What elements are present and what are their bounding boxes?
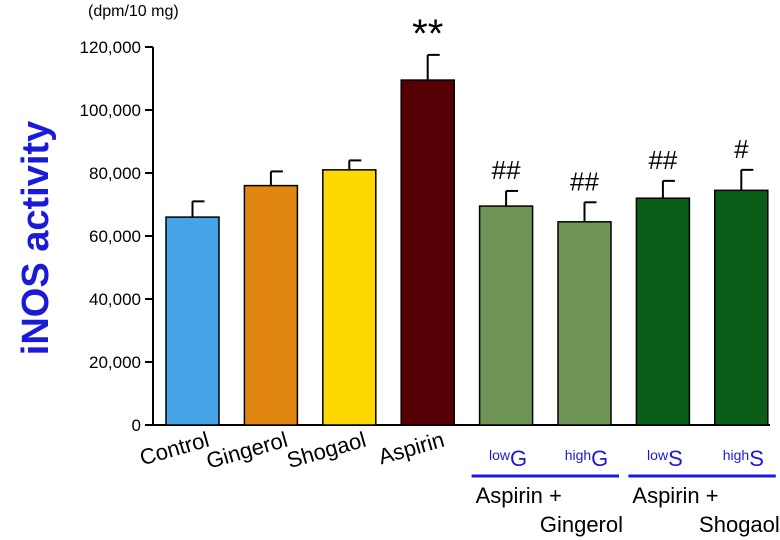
group-label-line1: Aspirin + xyxy=(476,483,562,508)
y-tick-label: 80,000 xyxy=(89,164,141,183)
bar xyxy=(557,221,612,426)
x-sub-label: lowS xyxy=(647,446,683,471)
bar xyxy=(243,184,299,426)
y-tick-label: 120,000 xyxy=(80,38,141,57)
x-sub-label: lowG xyxy=(489,446,527,471)
significance-marker: ## xyxy=(570,166,599,196)
significance-marker: ## xyxy=(648,145,677,175)
y-axis-title: iNOS activity xyxy=(15,121,57,355)
bar xyxy=(165,216,220,426)
x-tick-label: Control xyxy=(137,427,212,471)
x-sub-label: highG xyxy=(565,446,609,471)
bar xyxy=(478,205,534,426)
bar xyxy=(400,79,455,426)
bar xyxy=(322,169,377,426)
x-sub-label: highS xyxy=(723,446,764,471)
group-label-line1: Aspirin + xyxy=(632,483,718,508)
x-tick-label: Gingerol xyxy=(203,427,290,474)
bar xyxy=(714,189,769,426)
axes: 0 20,000 40,000 60,000 80,000 100,000 120,000 xyxy=(80,38,770,435)
y-tick-label: 40,000 xyxy=(89,290,141,309)
y-tick-label: 60,000 xyxy=(89,227,141,246)
x-tick-label: Shogaol xyxy=(284,427,369,473)
group-label-line2: Shogaol xyxy=(699,512,780,537)
bars: **## #### # xyxy=(165,12,769,426)
bar xyxy=(635,197,691,426)
x-tick-label: Aspirin xyxy=(376,427,448,470)
y-tick-label: 20,000 xyxy=(89,353,141,372)
group-label-line2: Gingerol xyxy=(540,512,623,537)
significance-marker: # xyxy=(734,134,749,164)
y-tick-label: 100,000 xyxy=(80,101,141,120)
significance-marker: ## xyxy=(492,155,521,185)
unit-label: (dpm/10 mg) xyxy=(88,3,179,20)
significance-marker: ** xyxy=(412,12,443,56)
y-tick-label: 0 xyxy=(132,416,141,435)
